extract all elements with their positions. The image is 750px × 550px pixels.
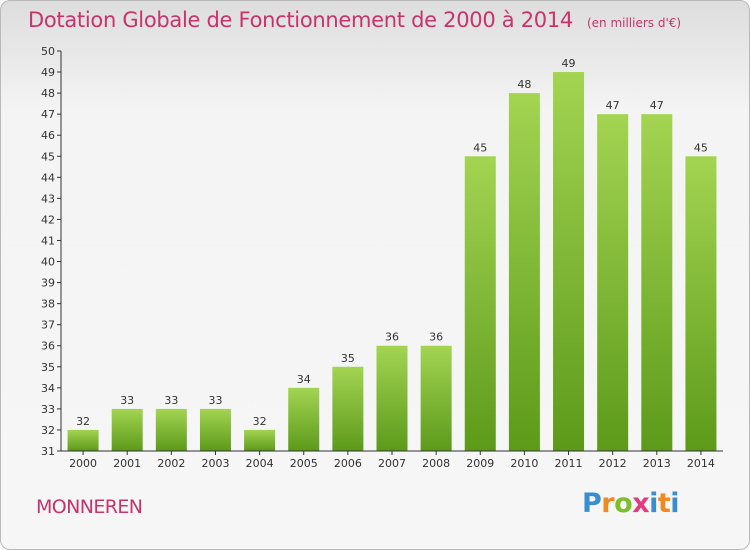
x-tick-label-2011: 2011 — [555, 457, 583, 470]
commune-name: MONNEREN — [36, 496, 143, 518]
value-label-2003: 33 — [208, 394, 222, 407]
y-tick-label-35: 35 — [41, 361, 55, 374]
y-tick-label-38: 38 — [41, 298, 55, 311]
y-tick-label-45: 45 — [41, 150, 55, 163]
bar-2000 — [67, 429, 99, 451]
x-tick-label-2002: 2002 — [157, 457, 185, 470]
x-tick-label-2012: 2012 — [599, 457, 627, 470]
bar-2004 — [244, 429, 276, 451]
y-tick-label-41: 41 — [41, 234, 55, 247]
x-tick-label-2001: 2001 — [113, 457, 141, 470]
y-tick-label-33: 33 — [41, 403, 55, 416]
value-label-2007: 36 — [385, 331, 399, 344]
bar-2003 — [199, 408, 231, 451]
x-tick-label-2007: 2007 — [378, 457, 406, 470]
value-label-2000: 32 — [76, 415, 90, 428]
y-tick-label-43: 43 — [41, 192, 55, 205]
y-tick-label-37: 37 — [41, 319, 55, 332]
value-label-2012: 47 — [606, 99, 620, 112]
y-tick-label-50: 50 — [41, 45, 55, 58]
value-label-2002: 33 — [164, 394, 178, 407]
chart-title-text: Dotation Globale de Fonctionnement de 20… — [28, 8, 573, 32]
bar-2006 — [332, 366, 364, 451]
value-label-2001: 33 — [120, 394, 134, 407]
value-label-2014: 45 — [694, 141, 708, 154]
bar-2001 — [111, 408, 143, 451]
y-tick-label-32: 32 — [41, 424, 55, 437]
y-tick-label-44: 44 — [41, 171, 55, 184]
y-tick-label-31: 31 — [41, 445, 55, 458]
x-tick-label-2013: 2013 — [643, 457, 671, 470]
bar-2007 — [376, 345, 408, 451]
y-tick-label-39: 39 — [41, 277, 55, 290]
value-label-2008: 36 — [429, 331, 443, 344]
y-tick-label-40: 40 — [41, 256, 55, 269]
chart-unit: (en milliers d'€) — [586, 16, 682, 30]
value-label-2010: 48 — [517, 78, 531, 91]
value-label-2005: 34 — [297, 373, 311, 386]
bar-2014 — [685, 156, 717, 451]
y-tick-label-48: 48 — [41, 87, 55, 100]
bar-2013 — [641, 114, 673, 451]
bar-2008 — [420, 345, 452, 451]
value-label-2009: 45 — [473, 141, 487, 154]
value-label-2004: 32 — [253, 415, 267, 428]
y-tick-label-34: 34 — [41, 382, 55, 395]
bar-2002 — [155, 408, 187, 451]
value-label-2011: 49 — [562, 57, 576, 70]
bar-2012 — [597, 114, 629, 451]
x-tick-label-2014: 2014 — [687, 457, 715, 470]
axes-group: 2000 2001 2002 2003 2004 2005 2006 2007 2008 2009… — [41, 45, 723, 470]
y-tick-label-47: 47 — [41, 108, 55, 121]
proxiti-logo: Proxiti — [582, 488, 680, 519]
x-tick-label-2006: 2006 — [334, 457, 362, 470]
chart-title: Dotation Globale de Fonctionnement de 20… — [28, 8, 681, 32]
y-tick-label-42: 42 — [41, 213, 55, 226]
bar-2011 — [553, 72, 585, 451]
y-tick-label-49: 49 — [41, 66, 55, 79]
bar-2010 — [508, 93, 540, 452]
value-label-2006: 35 — [341, 352, 355, 365]
x-tick-label-2003: 2003 — [201, 457, 229, 470]
y-tick-label-36: 36 — [41, 340, 55, 353]
bar-2009 — [464, 156, 496, 451]
bar-2005 — [288, 387, 320, 451]
value-label-2013: 47 — [650, 99, 664, 112]
x-tick-label-2010: 2010 — [510, 457, 538, 470]
x-tick-label-2000: 2000 — [69, 457, 97, 470]
x-tick-label-2004: 2004 — [246, 457, 274, 470]
bars-group: 32 33 33 33 32 34 35 36 36 45 48 49 47 47 45 — [67, 57, 717, 452]
x-tick-label-2008: 2008 — [422, 457, 450, 470]
x-tick-label-2005: 2005 — [290, 457, 318, 470]
y-tick-label-46: 46 — [41, 129, 55, 142]
x-tick-label-2009: 2009 — [466, 457, 494, 470]
